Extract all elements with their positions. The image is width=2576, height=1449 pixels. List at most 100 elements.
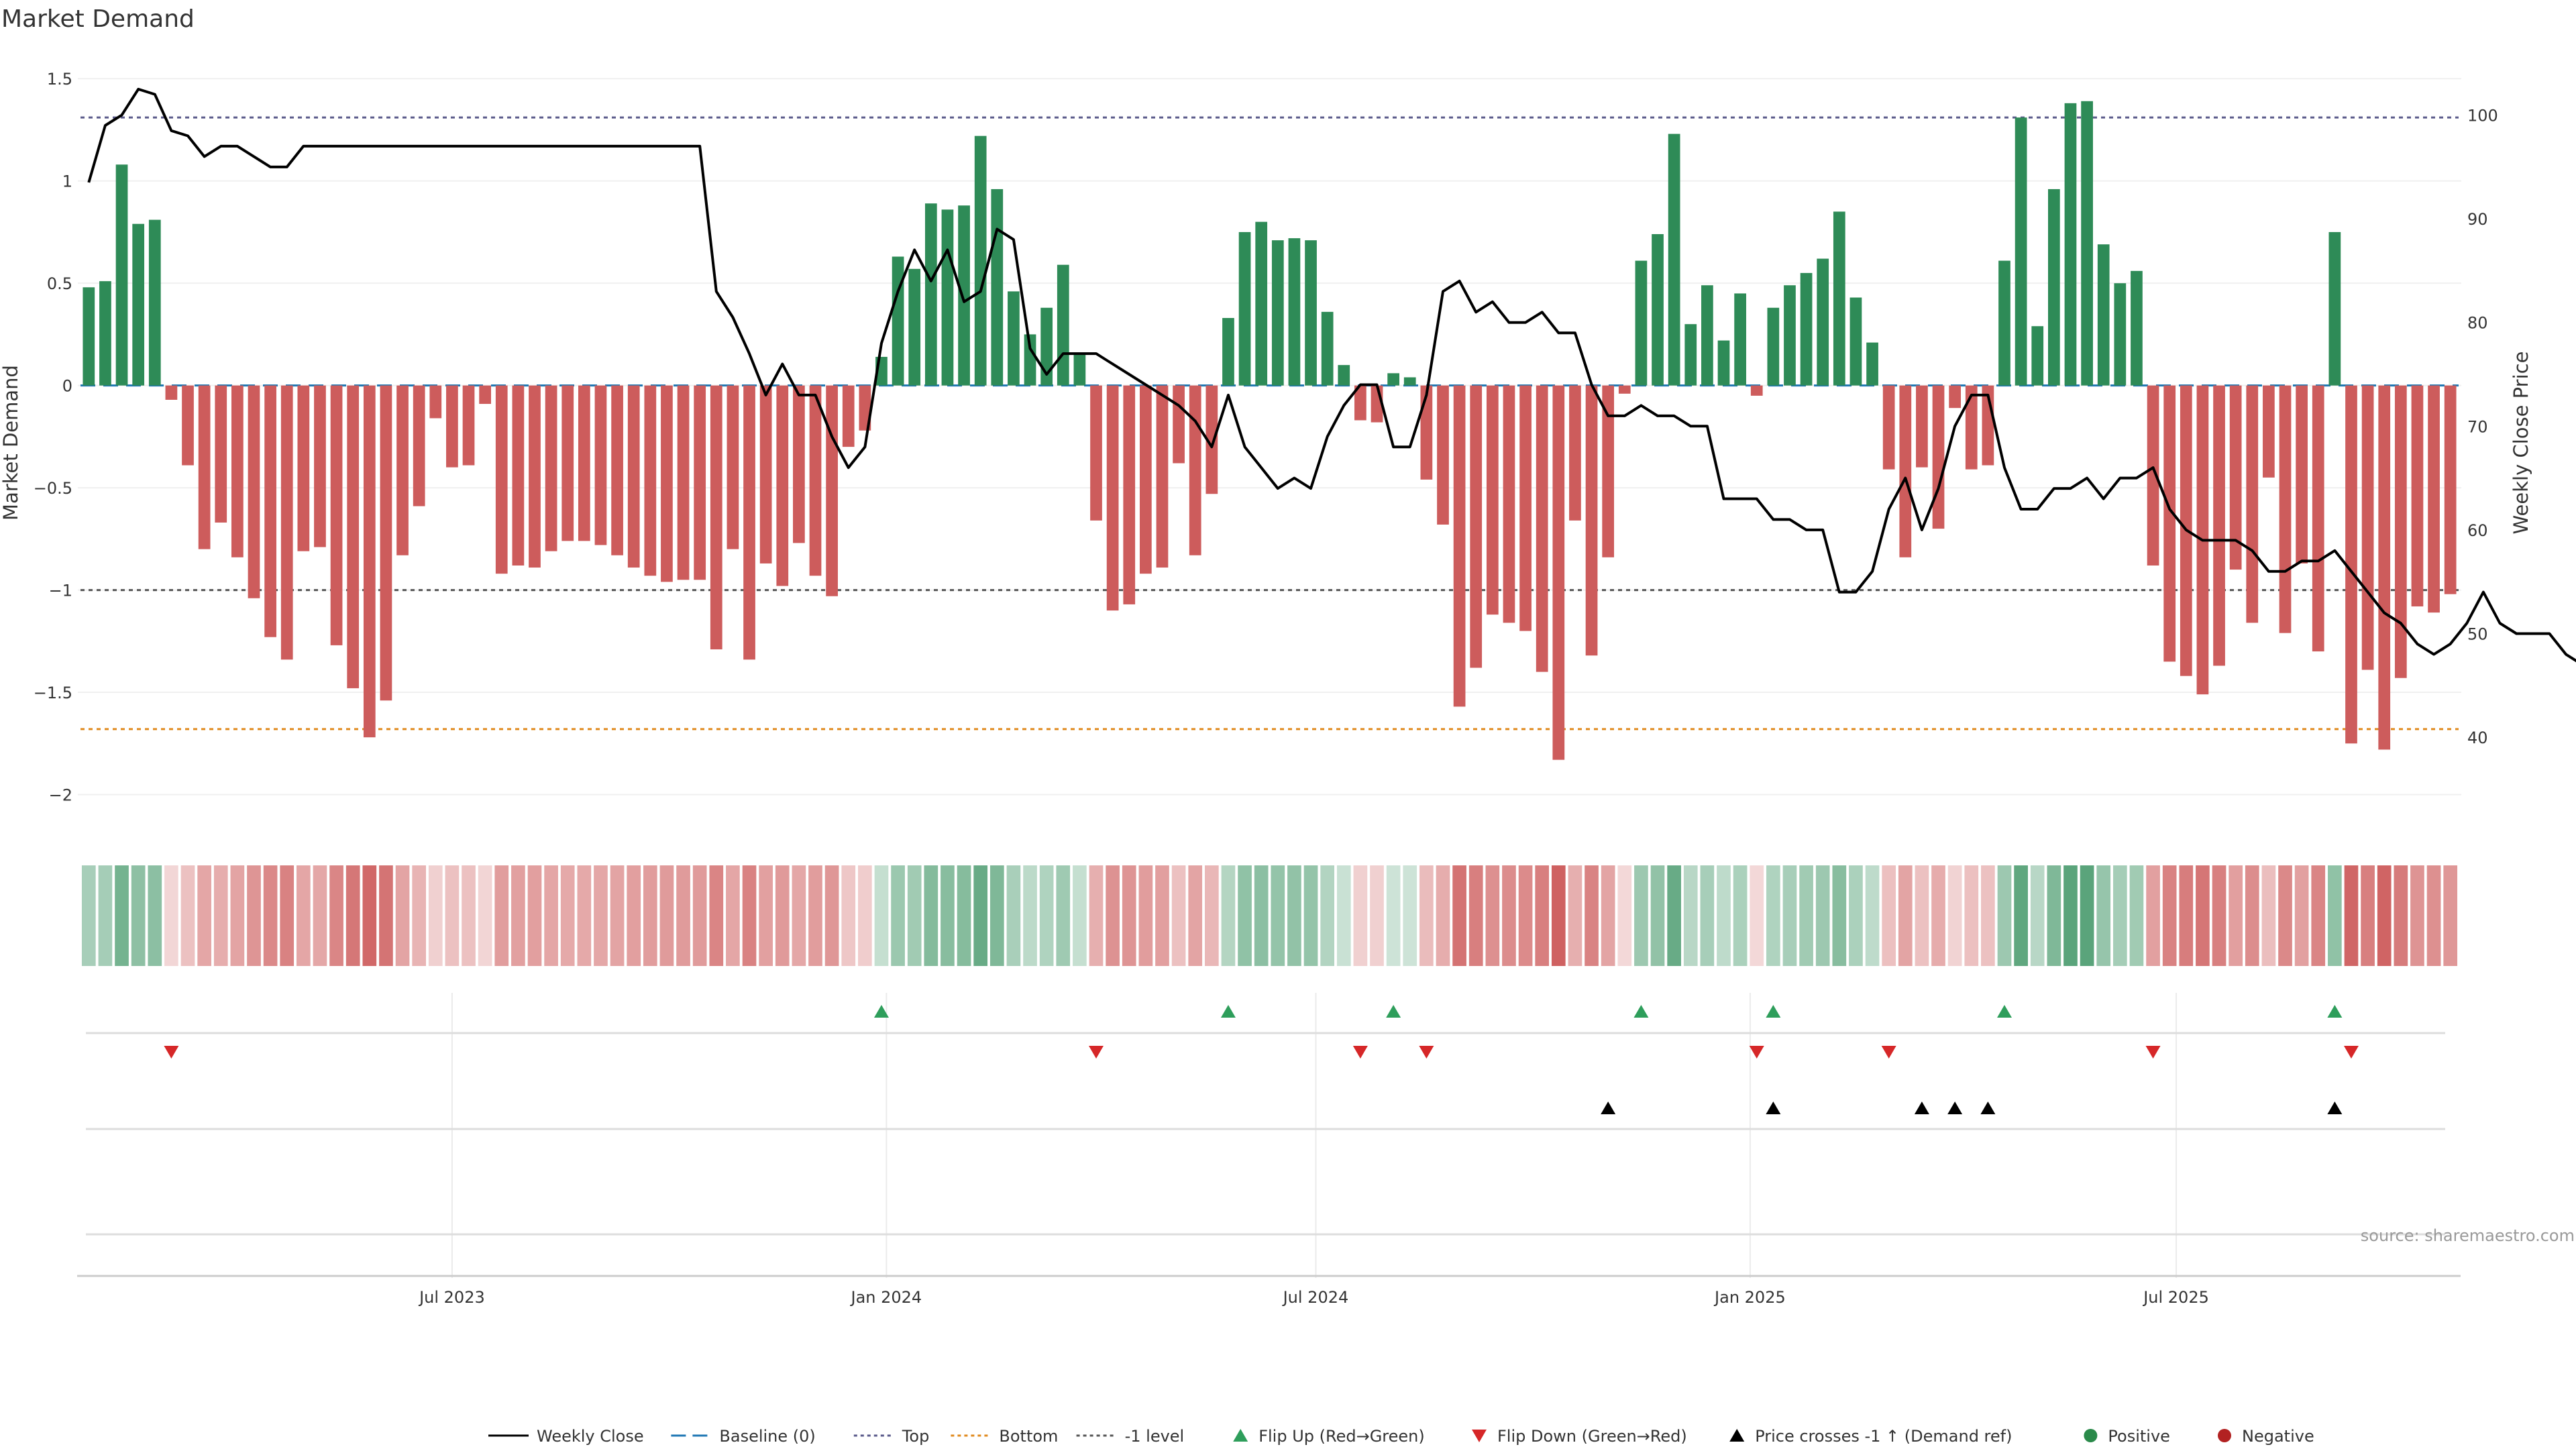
demand-heat-cell [2129, 865, 2144, 966]
negative-demand-bar [710, 385, 722, 650]
demand-heat-cell [1766, 865, 1780, 966]
demand-bars [83, 101, 2457, 760]
legend-label: -1 level [1125, 1427, 1185, 1446]
negative-demand-bar [280, 385, 293, 660]
demand-heat-cell [115, 865, 129, 966]
legend-label: Bottom [999, 1427, 1058, 1446]
negative-demand-bar [1932, 385, 1945, 529]
negative-demand-bar [1453, 385, 1466, 707]
demand-heat-cell [1585, 865, 1599, 966]
y2-tick-label: 50 [2467, 625, 2488, 643]
positive-demand-bar [1387, 373, 1399, 386]
demand-heat-cell [1303, 865, 1318, 966]
demand-heat-cell [2063, 865, 2078, 966]
legend-swatch-circle [2218, 1429, 2231, 1442]
demand-heat-cell [1997, 865, 2012, 966]
negative-demand-bar [1354, 385, 1366, 421]
positive-demand-bar [924, 203, 937, 386]
positive-demand-bar [1849, 297, 1862, 386]
negative-demand-bar [578, 385, 590, 541]
negative-demand-bar [2444, 385, 2457, 594]
negative-demand-bar [231, 385, 244, 557]
negative-demand-bar [859, 385, 871, 431]
demand-heat-cell [2261, 865, 2276, 966]
negative-demand-bar [1569, 385, 1581, 521]
demand-heat-cell [2344, 865, 2359, 966]
negative-demand-bar [2345, 385, 2357, 744]
demand-heat-cell [1849, 865, 1863, 966]
demand-heat-cell [2361, 865, 2375, 966]
negative-demand-bar [396, 385, 409, 555]
demand-heat-cell [1931, 865, 1945, 966]
negative-demand-bar [545, 385, 557, 551]
price-cross-marker [1766, 1102, 1781, 1114]
demand-heat-cell [1667, 865, 1681, 966]
demand-heat-cell [2278, 865, 2292, 966]
negative-demand-bar [248, 385, 260, 598]
weekly-close-series [87, 87, 2576, 663]
demand-heat-cell [2377, 865, 2392, 966]
positive-demand-bar [1866, 342, 1878, 386]
demand-heat-cell [2410, 865, 2424, 966]
demand-heat-cell [2426, 865, 2441, 966]
negative-demand-bar [2263, 385, 2275, 478]
flip-down-marker [1881, 1046, 1896, 1059]
demand-heat-cell [1254, 865, 1269, 966]
negative-demand-bar [2213, 385, 2225, 666]
demand-heat-cell [2311, 865, 2326, 966]
flip-up-marker [1220, 1005, 1236, 1018]
positive-demand-bar [991, 189, 1004, 386]
negative-demand-bar [462, 385, 475, 466]
positive-demand-bar [1321, 311, 1334, 386]
demand-heat-cell [759, 865, 773, 966]
price-cross-marker [2327, 1102, 2343, 1114]
chart-text: Market Demand Market Demand Weekly Close P… [0, 5, 2575, 1245]
demand-heat-cell [676, 865, 690, 966]
negative-demand-bar [1486, 385, 1499, 615]
positive-demand-bar [1040, 307, 1053, 386]
negative-demand-bar [1503, 385, 1515, 623]
demand-heat-cell [924, 865, 938, 966]
demand-heat-cell [1468, 865, 1483, 966]
positive-demand-bar [1305, 240, 1317, 386]
positive-demand-bar [1833, 211, 1845, 386]
y-tick-label: 1.5 [47, 70, 72, 89]
negative-demand-bar [1140, 385, 1152, 574]
demand-heat-cell [2196, 865, 2210, 966]
positive-demand-bar [1767, 307, 1780, 386]
demand-heat-cell [428, 865, 443, 966]
negative-demand-bar [198, 385, 211, 549]
demand-heat-cell [1882, 865, 1896, 966]
negative-demand-bar [2296, 385, 2308, 564]
positive-demand-bar [1998, 260, 2010, 386]
demand-heat-cell [297, 865, 311, 966]
demand-heat-cell [544, 865, 558, 966]
demand-heat-cell [1964, 865, 1979, 966]
positive-demand-bar [1255, 221, 1268, 386]
negative-demand-bar [2229, 385, 2242, 570]
positive-demand-bar [2081, 101, 2093, 386]
y2-tick-label: 90 [2467, 210, 2488, 229]
positive-demand-bar [1222, 318, 1234, 386]
x-tick-label: Jul 2023 [418, 1288, 485, 1307]
negative-demand-bar [1090, 385, 1102, 521]
demand-heat-cell [2245, 865, 2259, 966]
negative-demand-bar [776, 385, 789, 586]
y2-tick-label: 70 [2467, 417, 2488, 436]
negative-demand-bar [165, 385, 178, 400]
demand-heat-cell [1601, 865, 1615, 966]
demand-heat-cell [1006, 865, 1021, 966]
demand-heat-cell [1915, 865, 1929, 966]
negative-demand-bar [2378, 385, 2391, 750]
demand-heat-cell [1271, 865, 1285, 966]
positive-demand-bar [148, 219, 161, 386]
negative-demand-bar [611, 385, 623, 555]
demand-heat-cell [1832, 865, 1847, 966]
demand-heat-cell [957, 865, 971, 966]
y-tick-label: 1 [62, 172, 72, 191]
negative-demand-bar [1618, 385, 1631, 394]
positive-demand-bar [1057, 264, 1069, 386]
axes: 1.5 1 0.5 0 −0.5 −1 −1.5 −2 40 50 60 70 80 90 100 Jul 2… [34, 70, 2498, 1307]
demand-heat-cell [362, 865, 377, 966]
negative-demand-bar [809, 385, 822, 576]
